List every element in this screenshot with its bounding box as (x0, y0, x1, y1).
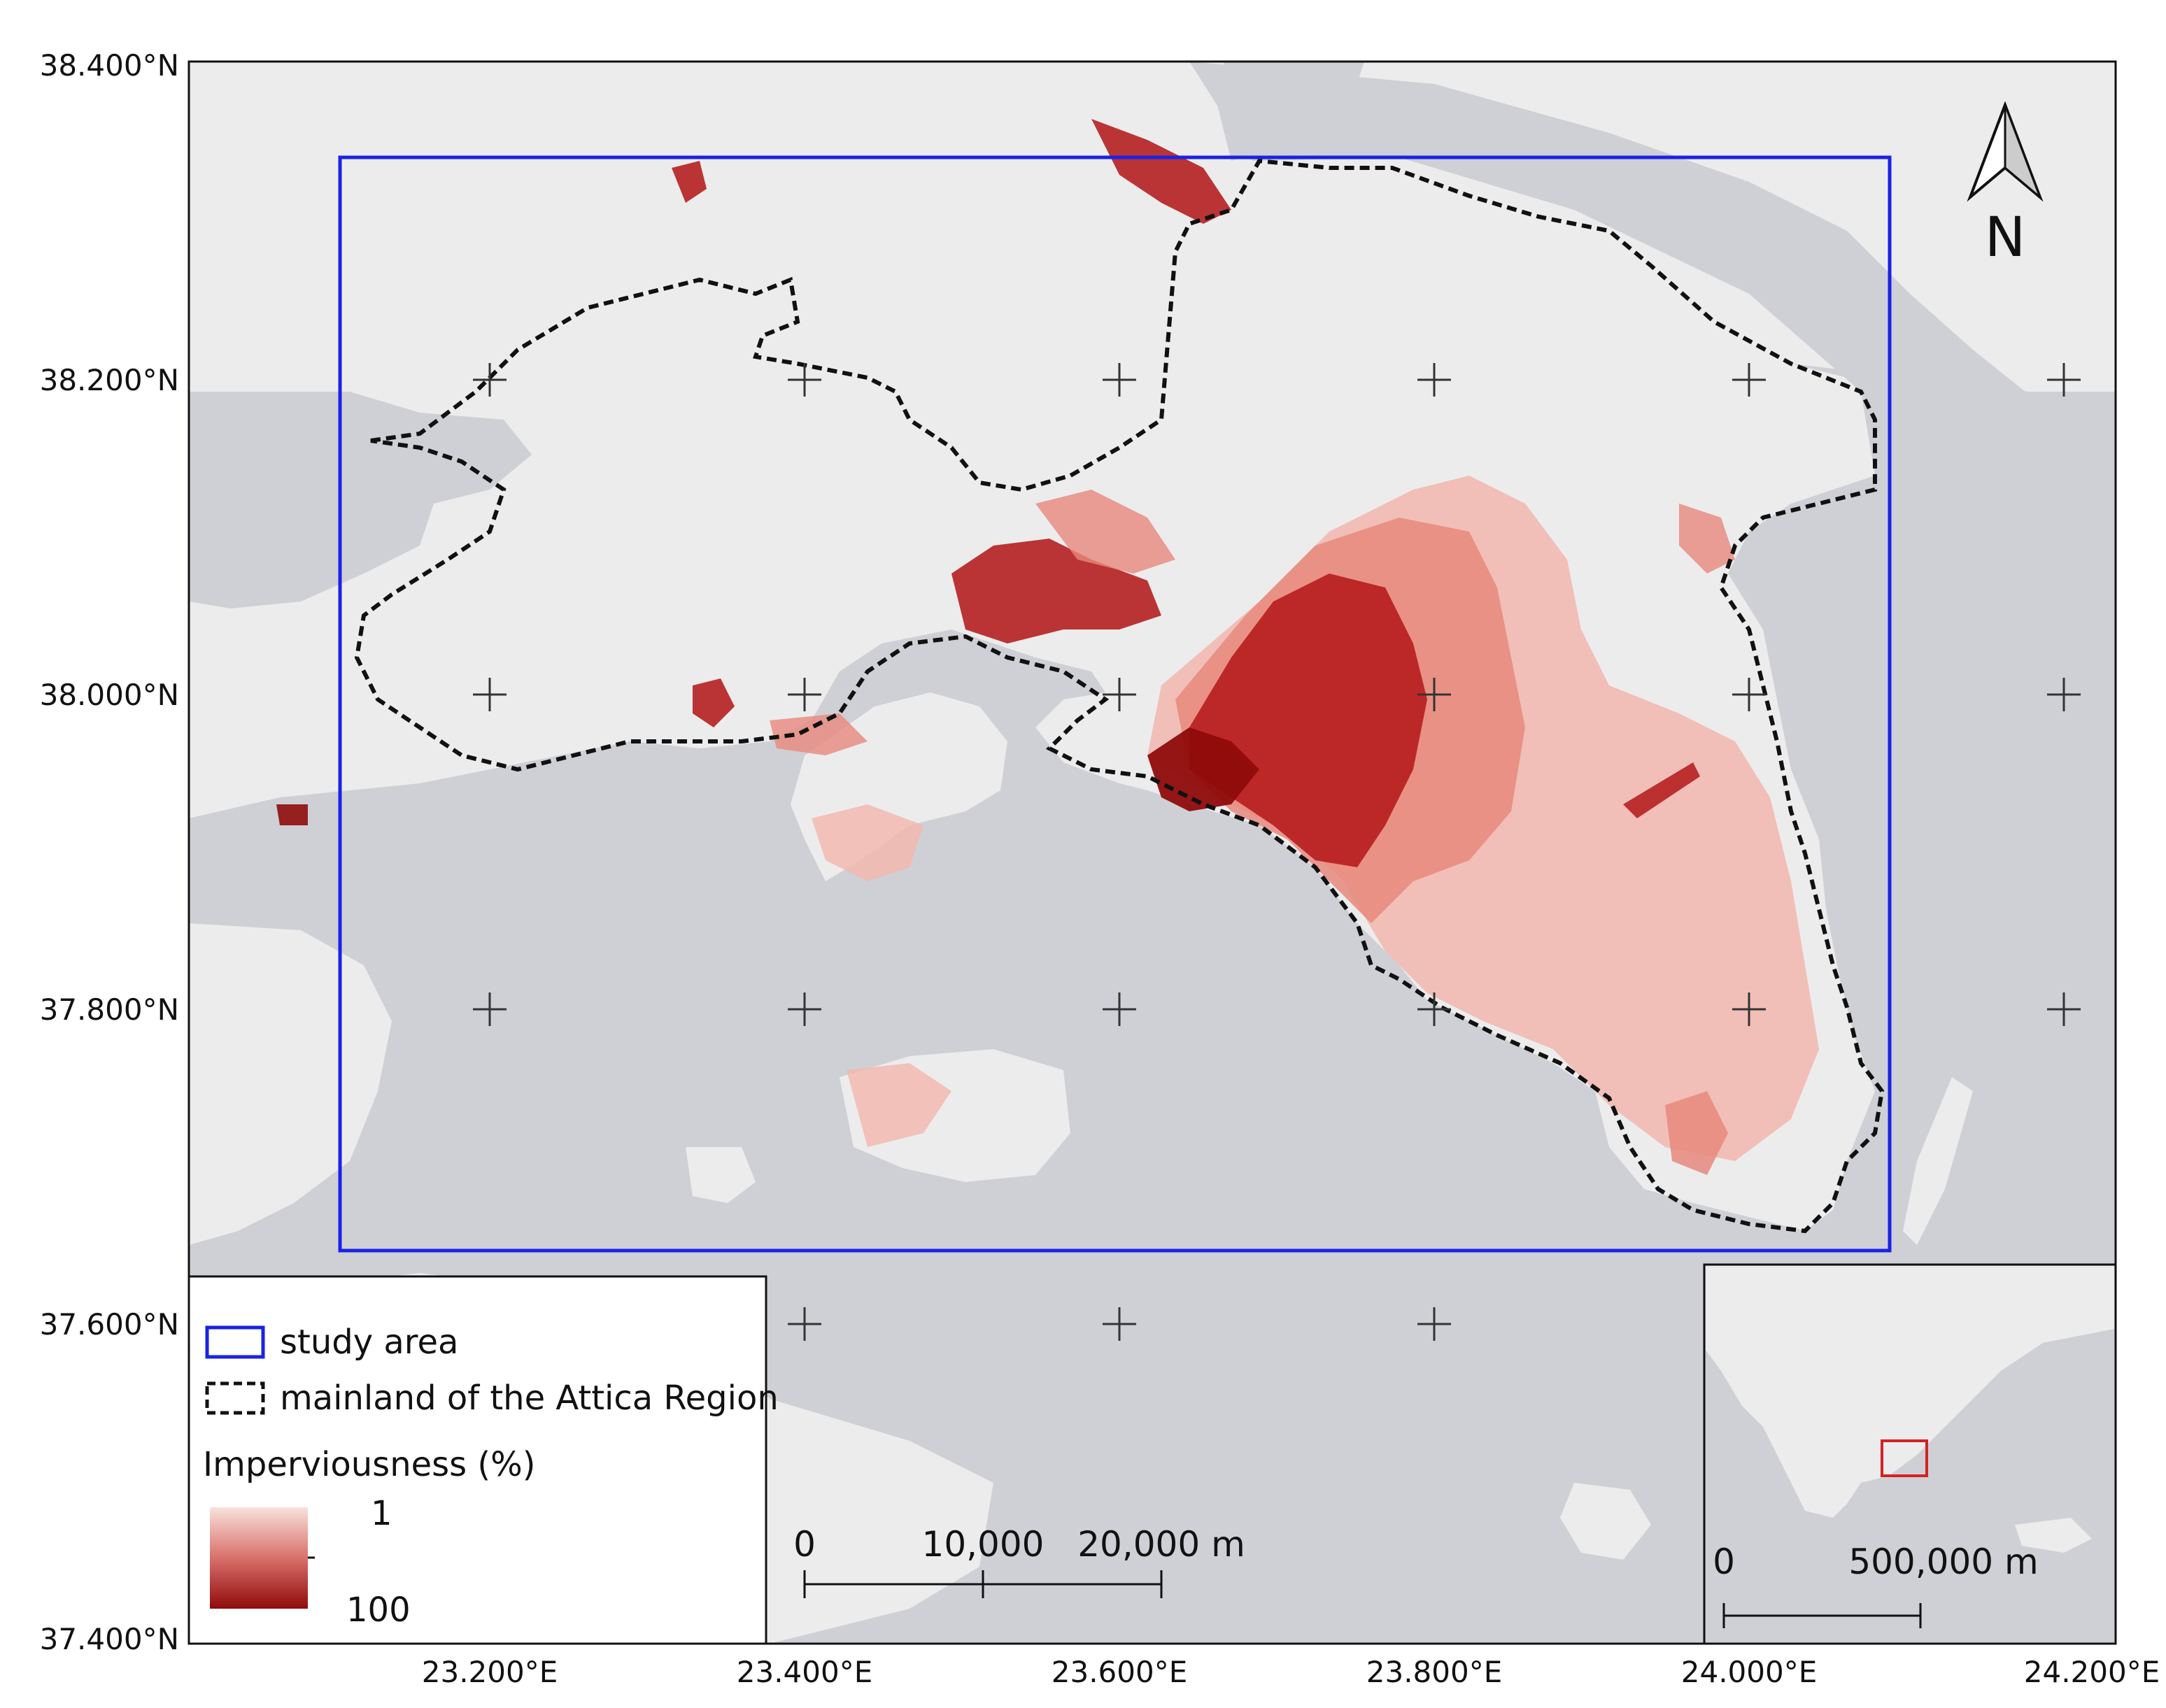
lon-label: 23.600°E (1052, 1655, 1188, 1689)
map-border (187, 60, 2117, 1645)
inset-scale-zero: 0 (1713, 1542, 1735, 1582)
map-frame: N (189, 62, 2116, 1644)
inset-scale-max: 500,000 m (1848, 1542, 2038, 1582)
long-island-east (1903, 1077, 1973, 1245)
grid-crosses (473, 363, 2081, 1341)
small-island-sw (686, 1147, 756, 1203)
lat-label: 38.000°N (40, 678, 179, 712)
lat-label: 37.600°N (40, 1307, 179, 1342)
study-area-swatch (205, 1325, 265, 1359)
lat-label: 38.400°N (40, 48, 179, 83)
legend: study area mainland of the Attica Region… (187, 1275, 779, 1645)
lon-label: 24.000°E (1681, 1655, 1818, 1689)
scale-bar: 0 10,000 20,000 m (793, 1524, 1245, 1598)
north-arrow: N (1967, 101, 2044, 269)
imperviousness-layer (276, 119, 1819, 1175)
imperviousness-ramp (210, 1507, 308, 1609)
longitude-axis: 23.200°E 23.400°E 23.600°E 23.800°E 24.0… (422, 1655, 2160, 1689)
small-island-se (1560, 1483, 1651, 1560)
lon-label: 24.200°E (2024, 1655, 2160, 1689)
north-label: N (1985, 206, 2025, 269)
scale-label-mid: 10,000 (922, 1524, 1045, 1565)
attica-boundary-label: mainland of the Attica Region (280, 1379, 779, 1418)
lon-label: 23.200°E (422, 1655, 558, 1689)
lat-label: 37.400°N (40, 1622, 179, 1656)
latitude-axis: 38.400°N 38.200°N 38.000°N 37.800°N 37.6… (40, 48, 179, 1656)
study-area-rect (338, 155, 1892, 1253)
northern-land (1189, 62, 2116, 406)
study-area-label: study area (280, 1323, 458, 1362)
imperviousness-title: Imperviousness (%) (203, 1445, 535, 1484)
inset-land (1706, 1266, 2114, 1518)
scale-label-zero: 0 (793, 1524, 816, 1565)
ramp-max-label: 100 (346, 1590, 411, 1630)
lon-label: 23.400°E (737, 1655, 873, 1689)
gulf-north-bay (1217, 62, 1364, 161)
ramp-min-label: 1 (371, 1494, 392, 1533)
inset-map: 0 500,000 m (1703, 1263, 2117, 1645)
euboea-tip (1945, 62, 2116, 322)
gulf-west (189, 392, 532, 609)
lat-label: 37.800°N (40, 992, 179, 1027)
inset-location-box (1881, 1439, 1928, 1477)
attica-boundary-swatch (205, 1381, 265, 1415)
lon-label: 23.800°E (1366, 1655, 1503, 1689)
attica-boundary (354, 158, 1885, 1234)
scale-label-max: 20,000 m (1077, 1524, 1245, 1565)
lat-label: 38.200°N (40, 363, 179, 397)
